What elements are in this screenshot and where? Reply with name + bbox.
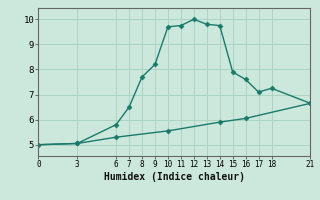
X-axis label: Humidex (Indice chaleur): Humidex (Indice chaleur) [104,172,245,182]
